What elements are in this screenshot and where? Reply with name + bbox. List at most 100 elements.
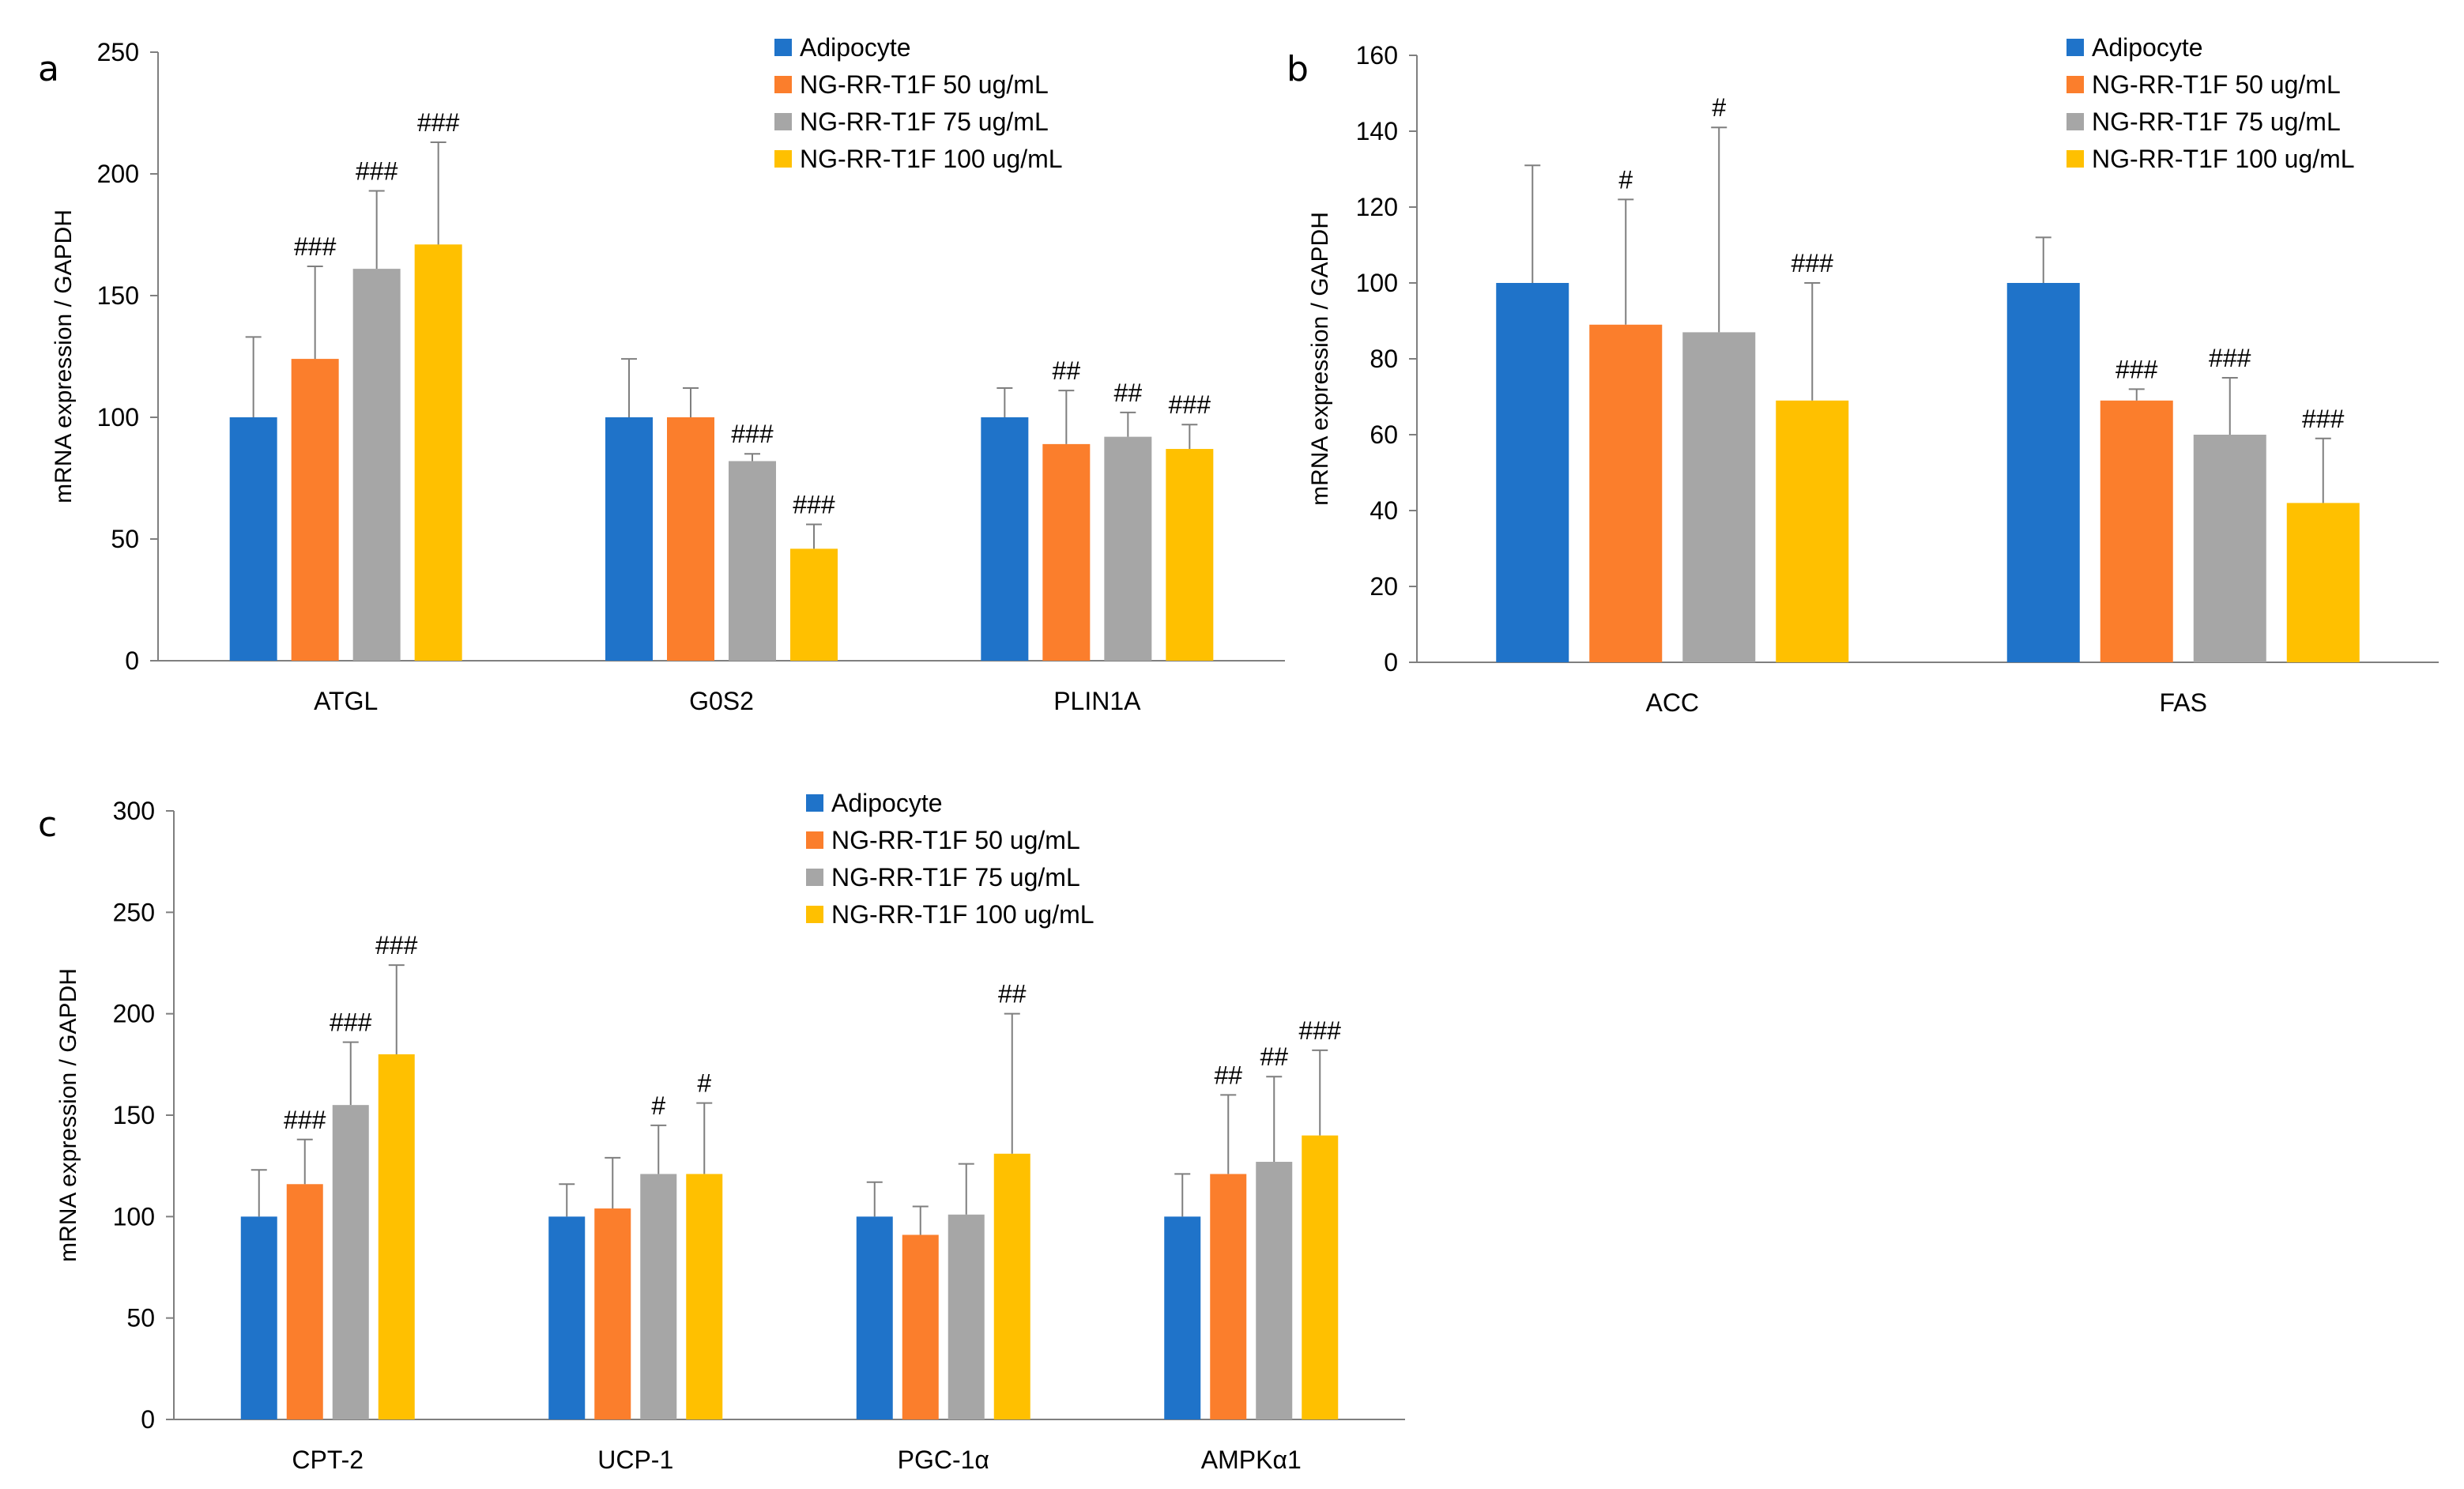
panel-a-bar-g0s2-ng-rr-t1f-75-ug-ml <box>729 461 776 661</box>
panel-c-y-tick-label: 50 <box>126 1304 155 1333</box>
panel-a-legend-label-ng-rr-t1f-100-ug-ml: NG-RR-T1F 100 ug/mL <box>800 145 1063 173</box>
panel-a-legend-swatch-ng-rr-t1f-50-ug-ml <box>774 76 792 93</box>
panel-b-significance-fas-ng-rr-t1f-50-ug-ml: ### <box>2115 355 2158 383</box>
panel-c-bar-cpt-2-ng-rr-t1f-100-ug-ml <box>378 1054 415 1419</box>
panel-b-significance-acc-ng-rr-t1f-100-ug-ml: ### <box>1791 249 1834 277</box>
panel-a-significance-atgl-ng-rr-t1f-100-ug-ml: ### <box>417 108 460 137</box>
panel-a-significance-g0s2-ng-rr-t1f-75-ug-ml: ### <box>731 420 774 448</box>
panel-b-bar-fas-ng-rr-t1f-100-ug-ml <box>2286 503 2360 662</box>
panel-b-bar-fas-ng-rr-t1f-50-ug-ml <box>2100 400 2173 662</box>
panel-c-significance-cpt-2-ng-rr-t1f-75-ug-ml: ### <box>330 1008 372 1037</box>
panel-b-category-label-acc: ACC <box>1645 688 1699 717</box>
panel-b-category-label-fas: FAS <box>2160 688 2207 717</box>
panel-b-letter: b <box>1287 49 1309 89</box>
panel-c-bar-ucp-1-ng-rr-t1f-100-ug-ml <box>686 1174 723 1419</box>
panel-a-legend-swatch-adipocyte <box>774 39 792 56</box>
panel-b-legend-label-adipocyte: Adipocyte <box>2092 33 2203 62</box>
panel-c-significance-cpt-2-ng-rr-t1f-50-ug-ml: ### <box>284 1106 326 1134</box>
panel-a-significance-g0s2-ng-rr-t1f-100-ug-ml: ### <box>793 491 835 519</box>
panel-c-significance-ucp-1-ng-rr-t1f-75-ug-ml: # <box>651 1091 665 1120</box>
panel-a-category-label-g0s2: G0S2 <box>689 687 754 715</box>
panel-b-y-tick-label: 160 <box>1356 41 1398 70</box>
panel-c-y-tick-label: 300 <box>113 797 155 825</box>
panel-a-significance-plin1a-ng-rr-t1f-75-ug-ml: ## <box>1114 379 1143 407</box>
panel-b-significance-acc-ng-rr-t1f-75-ug-ml: # <box>1712 93 1726 122</box>
panel-c-y-tick-label: 0 <box>141 1405 155 1434</box>
panel-b-significance-fas-ng-rr-t1f-75-ug-ml: ### <box>2209 344 2251 372</box>
panel-b-y-tick-label: 120 <box>1356 193 1398 221</box>
panel-c-y-tick-label: 200 <box>113 1000 155 1028</box>
panel-a-bar-g0s2-adipocyte <box>605 417 653 661</box>
panel-c-bar-pgc-1-adipocyte <box>856 1216 893 1419</box>
panel-b-y-tick-label: 100 <box>1356 269 1398 297</box>
panel-a-significance-plin1a-ng-rr-t1f-50-ug-ml: ## <box>1053 356 1081 385</box>
panel-a-legend-swatch-ng-rr-t1f-100-ug-ml <box>774 150 792 168</box>
panel-a-bar-plin1a-ng-rr-t1f-100-ug-ml <box>1166 449 1214 661</box>
panel-c-significance-ampk-1-ng-rr-t1f-100-ug-ml: ### <box>1299 1016 1342 1045</box>
panel-a-significance-atgl-ng-rr-t1f-75-ug-ml: ### <box>356 157 398 186</box>
panel-c-legend-label-adipocyte: Adipocyte <box>831 789 943 817</box>
panel-b-legend-label-ng-rr-t1f-100-ug-ml: NG-RR-T1F 100 ug/mL <box>2092 145 2355 173</box>
panel-c-significance-ampk-1-ng-rr-t1f-75-ug-ml: ## <box>1260 1042 1288 1071</box>
panel-c-legend-label-ng-rr-t1f-75-ug-ml: NG-RR-T1F 75 ug/mL <box>831 863 1080 892</box>
panel-c-category-label-cpt-2: CPT-2 <box>292 1446 364 1474</box>
panel-a-bar-plin1a-ng-rr-t1f-50-ug-ml <box>1042 443 1091 661</box>
panel-c-bar-pgc-1-ng-rr-t1f-50-ug-ml <box>902 1235 939 1419</box>
panel-b-legend-swatch-ng-rr-t1f-75-ug-ml <box>2067 113 2084 130</box>
panel-c-bar-ampk-1-ng-rr-t1f-75-ug-ml <box>1256 1162 1293 1419</box>
panel-a-bar-g0s2-ng-rr-t1f-100-ug-ml <box>790 548 838 661</box>
panel-b-y-tick-label: 80 <box>1370 345 1398 373</box>
panel-c-category-label-pgc-1: PGC-1α <box>898 1446 989 1474</box>
panel-c-y-tick-label: 100 <box>113 1202 155 1231</box>
panel-a-significance-atgl-ng-rr-t1f-50-ug-ml: ### <box>294 232 337 261</box>
panel-c-category-label-ucp-1: UCP-1 <box>597 1446 673 1474</box>
panel-a-category-label-atgl: ATGL <box>314 687 378 715</box>
panel-c-significance-pgc-1-ng-rr-t1f-100-ug-ml: ## <box>998 980 1027 1008</box>
panel-a-bar-g0s2-ng-rr-t1f-50-ug-ml <box>667 417 714 661</box>
panel-c-significance-ucp-1-ng-rr-t1f-100-ug-ml: # <box>697 1069 711 1098</box>
panel-c-bar-cpt-2-ng-rr-t1f-75-ug-ml <box>332 1105 369 1419</box>
panel-a-bar-atgl-adipocyte <box>229 417 277 661</box>
panel-a-bar-atgl-ng-rr-t1f-100-ug-ml <box>414 244 462 661</box>
panel-a-bar-plin1a-adipocyte <box>981 417 1029 661</box>
panel-c-bar-ucp-1-ng-rr-t1f-75-ug-ml <box>640 1174 677 1419</box>
panel-b-bar-acc-ng-rr-t1f-100-ug-ml <box>1776 400 1849 662</box>
panel-b-y-tick-label: 0 <box>1384 648 1398 677</box>
panel-b-legend-swatch-adipocyte <box>2067 39 2084 56</box>
panel-b-legend-label-ng-rr-t1f-50-ug-ml: NG-RR-T1F 50 ug/mL <box>2092 70 2341 99</box>
panel-b-y-axis-label: mRNA expression / GAPDH <box>1307 212 1333 506</box>
panel-a-y-axis-label: mRNA expression / GAPDH <box>51 209 77 503</box>
panel-a-legend-label-adipocyte: Adipocyte <box>800 33 911 62</box>
panel-b-legend-swatch-ng-rr-t1f-100-ug-ml <box>2067 150 2084 168</box>
panel-b-y-tick-label: 140 <box>1356 117 1398 145</box>
panel-b-bar-acc-ng-rr-t1f-50-ug-ml <box>1589 324 1663 662</box>
panel-a-bar-plin1a-ng-rr-t1f-75-ug-ml <box>1104 436 1152 661</box>
panel-b-legend-swatch-ng-rr-t1f-50-ug-ml <box>2067 76 2084 93</box>
panel-c-y-tick-label: 250 <box>113 898 155 926</box>
panel-c-bar-ampk-1-ng-rr-t1f-50-ug-ml <box>1210 1174 1247 1419</box>
panel-c-significance-ampk-1-ng-rr-t1f-50-ug-ml: ## <box>1214 1061 1242 1089</box>
panel-c-legend-swatch-ng-rr-t1f-50-ug-ml <box>806 831 823 849</box>
panel-c-y-axis-label: mRNA expression / GAPDH <box>55 968 81 1262</box>
panel-a-legend-swatch-ng-rr-t1f-75-ug-ml <box>774 113 792 130</box>
panel-a-category-label-plin1a: PLIN1A <box>1053 687 1141 715</box>
panel-c-legend-swatch-ng-rr-t1f-75-ug-ml <box>806 869 823 886</box>
panel-c-bar-cpt-2-adipocyte <box>240 1216 277 1419</box>
panel-c-bar-cpt-2-ng-rr-t1f-50-ug-ml <box>286 1184 323 1419</box>
panel-a-legend-label-ng-rr-t1f-75-ug-ml: NG-RR-T1F 75 ug/mL <box>800 107 1049 136</box>
panel-a-legend-label-ng-rr-t1f-50-ug-ml: NG-RR-T1F 50 ug/mL <box>800 70 1049 99</box>
panel-b-bar-acc-ng-rr-t1f-75-ug-ml <box>1682 332 1756 662</box>
panel-c-significance-cpt-2-ng-rr-t1f-100-ug-ml: ### <box>375 931 418 959</box>
panel-a-y-tick-label: 150 <box>97 281 139 310</box>
panel-a-y-tick-label: 250 <box>97 38 139 66</box>
panel-c-legend-swatch-adipocyte <box>806 794 823 812</box>
panel-c-bar-ampk-1-ng-rr-t1f-100-ug-ml <box>1302 1135 1339 1419</box>
panel-a-bar-atgl-ng-rr-t1f-75-ug-ml <box>352 269 401 661</box>
panel-b-legend-label-ng-rr-t1f-75-ug-ml: NG-RR-T1F 75 ug/mL <box>2092 107 2341 136</box>
panel-b-y-tick-label: 40 <box>1370 496 1398 525</box>
panel-b-bar-fas-ng-rr-t1f-75-ug-ml <box>2193 435 2266 662</box>
panel-a-bar-atgl-ng-rr-t1f-50-ug-ml <box>291 359 339 661</box>
panel-c-legend-label-ng-rr-t1f-100-ug-ml: NG-RR-T1F 100 ug/mL <box>831 900 1094 929</box>
panel-a-significance-plin1a-ng-rr-t1f-100-ug-ml: ### <box>1169 390 1211 419</box>
